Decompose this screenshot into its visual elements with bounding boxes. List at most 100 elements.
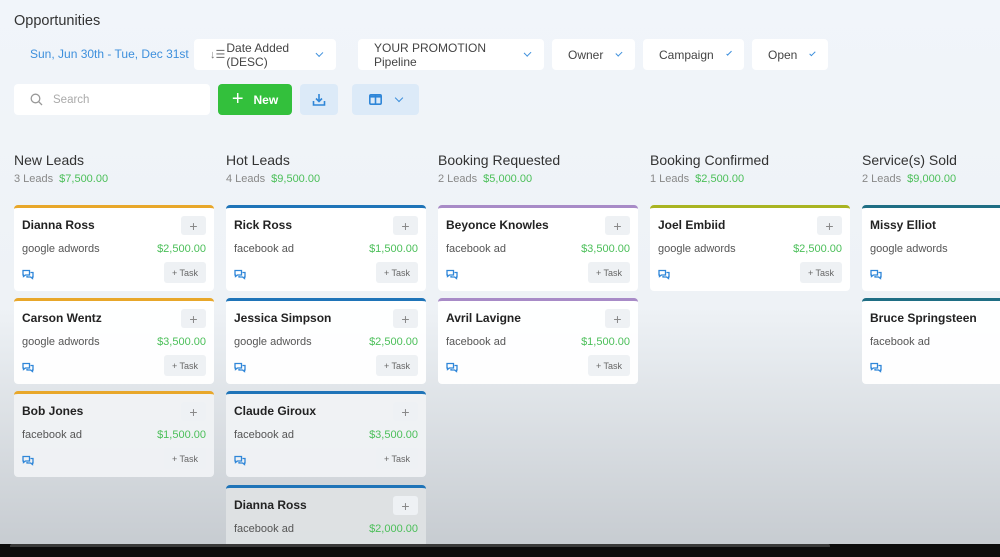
column-summary: 3 Leads $7,500.00 — [14, 173, 214, 185]
opportunity-card[interactable]: Dianna Ross + google adwords $2,500.00 +… — [14, 205, 214, 291]
download-button[interactable] — [300, 84, 338, 115]
horizontal-scrollbar[interactable] — [10, 544, 830, 547]
chat-icon[interactable] — [22, 269, 34, 280]
add-task-button[interactable]: + Task — [800, 262, 842, 283]
lead-count: 1 Leads — [650, 173, 690, 185]
add-task-button[interactable]: + Task — [376, 262, 418, 283]
column-summary: 2 Leads $9,000.00 — [862, 173, 1000, 185]
opportunity-value: $2,500.00 — [793, 243, 842, 255]
add-button[interactable]: + — [605, 216, 630, 235]
pipeline-column-booking-confirmed: Booking Confirmed 1 Leads $2,500.00 — [650, 152, 850, 185]
add-task-button[interactable]: + Task — [376, 448, 418, 469]
opportunity-value: $2,000.00 — [369, 523, 418, 535]
column-title: New Leads — [14, 152, 85, 168]
chat-icon[interactable] — [658, 269, 670, 280]
column-total: $9,000.00 — [907, 173, 957, 185]
contact-name[interactable]: Avril Lavigne — [446, 311, 521, 325]
chat-icon[interactable] — [22, 455, 34, 466]
search-input[interactable]: Search — [14, 84, 210, 115]
pipeline-column-new-leads: New Leads 3 Leads $7,500.00 — [14, 152, 214, 185]
contact-name[interactable]: Beyonce Knowles — [446, 218, 549, 232]
opportunity-card[interactable]: Beyonce Knowles + facebook ad $3,500.00 … — [438, 205, 638, 291]
add-button[interactable]: + — [181, 402, 206, 421]
opportunity-card[interactable]: Missy Elliot google adwords — [862, 205, 1000, 291]
add-button[interactable]: + — [393, 309, 418, 328]
contact-name[interactable]: Claude Giroux — [234, 404, 317, 418]
add-task-button[interactable]: + Task — [164, 262, 206, 283]
add-button[interactable]: + — [181, 216, 206, 235]
sort-dropdown[interactable]: ↓☰ Date Added (DESC) — [194, 39, 336, 70]
add-button[interactable]: + — [393, 496, 418, 515]
add-task-button[interactable]: + Task — [588, 262, 630, 283]
chat-icon[interactable] — [234, 362, 246, 373]
pipeline-dropdown[interactable]: YOUR PROMOTION Pipeline — [358, 39, 544, 70]
add-button[interactable]: + — [605, 309, 630, 328]
opportunity-card[interactable]: Avril Lavigne + facebook ad $1,500.00 + … — [438, 298, 638, 384]
date-range-picker[interactable]: Sun, Jun 30th - Tue, Dec 31st — [30, 47, 189, 61]
chat-icon[interactable] — [870, 269, 882, 280]
chat-icon[interactable] — [870, 362, 882, 373]
opportunity-card[interactable]: Jessica Simpson + google adwords $2,500.… — [226, 298, 426, 384]
column-title: Hot Leads — [226, 152, 290, 168]
lead-source: google adwords — [22, 336, 100, 348]
lead-source: facebook ad — [234, 429, 294, 441]
lead-source: google adwords — [870, 243, 948, 255]
chevron-down-icon — [523, 48, 532, 57]
new-label: New — [253, 92, 279, 107]
opportunity-value: $3,500.00 — [157, 336, 206, 348]
campaign-dropdown[interactable]: Campaign — [643, 39, 744, 70]
contact-name[interactable]: Jessica Simpson — [234, 311, 332, 325]
add-button[interactable]: + — [817, 216, 842, 235]
add-button[interactable]: + — [393, 216, 418, 235]
opportunity-card[interactable]: Claude Giroux + facebook ad $3,500.00 + … — [226, 391, 426, 477]
opportunity-card[interactable]: Rick Ross + facebook ad $1,500.00 + Task — [226, 205, 426, 291]
add-task-button[interactable]: + Task — [376, 355, 418, 376]
pipeline-column-booking-requested: Booking Requested 2 Leads $5,000.00 — [438, 152, 638, 185]
add-button[interactable]: + — [181, 309, 206, 328]
contact-name[interactable]: Carson Wentz — [22, 311, 102, 325]
contact-name[interactable]: Rick Ross — [234, 218, 293, 232]
opportunity-card[interactable]: Carson Wentz + google adwords $3,500.00 … — [14, 298, 214, 384]
chat-icon[interactable] — [234, 269, 246, 280]
board-view-icon — [369, 94, 382, 105]
lead-source: google adwords — [234, 336, 312, 348]
chat-icon[interactable] — [446, 362, 458, 373]
lead-source: facebook ad — [870, 336, 930, 348]
contact-name[interactable]: Dianna Ross — [22, 218, 95, 232]
opportunity-value: $3,500.00 — [369, 429, 418, 441]
add-task-button[interactable]: + Task — [588, 355, 630, 376]
chat-icon[interactable] — [234, 455, 246, 466]
chevron-down-icon — [615, 49, 623, 56]
download-icon — [312, 93, 326, 106]
status-dropdown[interactable]: Open — [752, 39, 828, 70]
new-opportunity-button[interactable]: + New — [218, 84, 292, 115]
add-task-button[interactable]: + Task — [164, 355, 206, 376]
view-toggle-button[interactable] — [352, 84, 419, 115]
owner-dropdown[interactable]: Owner — [552, 39, 635, 70]
opportunity-value: $1,500.00 — [581, 336, 630, 348]
opportunity-card[interactable]: Bruce Springsteen facebook ad — [862, 298, 1000, 384]
contact-name[interactable]: Joel Embiid — [658, 218, 726, 232]
chat-icon[interactable] — [22, 362, 34, 373]
contact-name[interactable]: Bruce Springsteen — [870, 311, 977, 325]
pipeline-column-hot-leads: Hot Leads 4 Leads $9,500.00 — [226, 152, 426, 185]
contact-name[interactable]: Dianna Ross — [234, 498, 307, 512]
contact-name[interactable]: Bob Jones — [22, 404, 84, 418]
lead-source: facebook ad — [446, 243, 506, 255]
add-button[interactable]: + — [393, 402, 418, 421]
chevron-down-icon — [725, 49, 732, 56]
chat-icon[interactable] — [446, 269, 458, 280]
contact-name[interactable]: Missy Elliot — [870, 218, 937, 232]
sort-desc-icon: ↓☰ — [210, 49, 226, 61]
lead-count: 3 Leads — [14, 173, 54, 185]
opportunity-value: $1,500.00 — [369, 243, 418, 255]
plus-icon: + — [231, 87, 244, 110]
column-summary: 1 Leads $2,500.00 — [650, 173, 850, 185]
lead-source: google adwords — [22, 243, 100, 255]
column-title: Service(s) Sold — [862, 152, 957, 168]
opportunity-value: $1,500.00 — [157, 429, 206, 441]
sort-label: Date Added (DESC) — [226, 40, 290, 69]
opportunity-card[interactable]: Joel Embiid + google adwords $2,500.00 +… — [650, 205, 850, 291]
add-task-button[interactable]: + Task — [164, 448, 206, 469]
opportunity-card[interactable]: Bob Jones + facebook ad $1,500.00 + Task — [14, 391, 214, 477]
